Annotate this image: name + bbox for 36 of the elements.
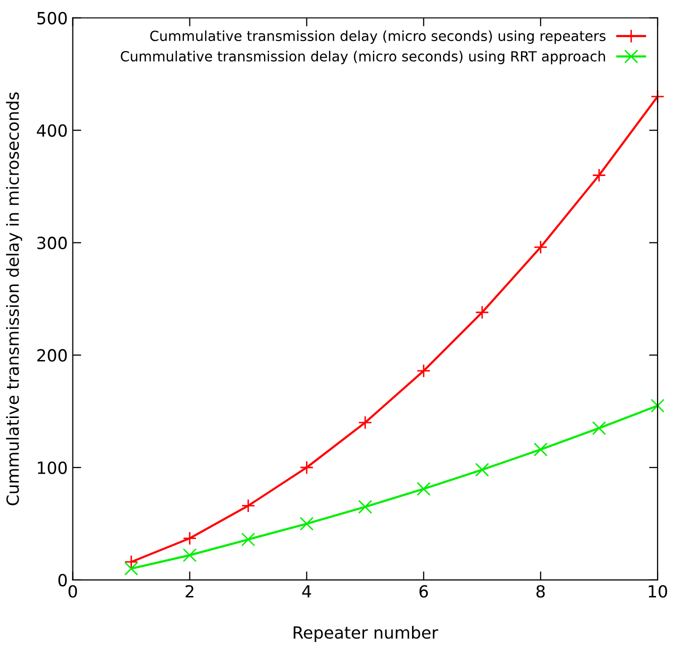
point: [592, 421, 606, 436]
point: [416, 482, 431, 496]
x-tick-label: 2: [186, 585, 194, 598]
point: [416, 364, 431, 378]
legend-label: Cummulative transmission delay (micro seconds) using repeaters: [150, 30, 606, 44]
x-axis-title: Repeater number: [294, 626, 438, 642]
point: [358, 500, 372, 514]
point: [124, 562, 138, 576]
point: [182, 548, 197, 562]
x-tick-label: 8: [536, 585, 545, 598]
point: [241, 498, 256, 513]
point: [534, 240, 548, 254]
point: [358, 416, 372, 430]
x-tick-label: 0: [68, 585, 77, 598]
point: [534, 442, 548, 456]
point: [124, 554, 138, 569]
y-tick-label: 200: [37, 349, 67, 362]
x-tick-label: 4: [302, 585, 312, 598]
x-tick-label: 6: [420, 585, 428, 598]
y-axis-title: Cummulative transmission delay in microseconds: [6, 92, 22, 506]
point: [300, 516, 314, 531]
point: [241, 532, 256, 546]
y-tick-label: 0: [58, 574, 67, 586]
y-tick-label: 300: [37, 236, 67, 250]
point: [592, 168, 606, 182]
point: [182, 531, 197, 546]
point: [475, 462, 490, 477]
point: [475, 305, 490, 320]
x-tick-label: 10: [648, 585, 668, 598]
point: [650, 398, 665, 413]
legend-label: Cummulative transmission delay (micro seconds) using RRT approach: [120, 50, 605, 64]
point: [300, 460, 314, 474]
y-tick-label: 400: [36, 124, 67, 137]
y-tick-label: 100: [38, 461, 67, 474]
y-tick-label: 500: [37, 12, 67, 24]
point: [650, 90, 665, 104]
